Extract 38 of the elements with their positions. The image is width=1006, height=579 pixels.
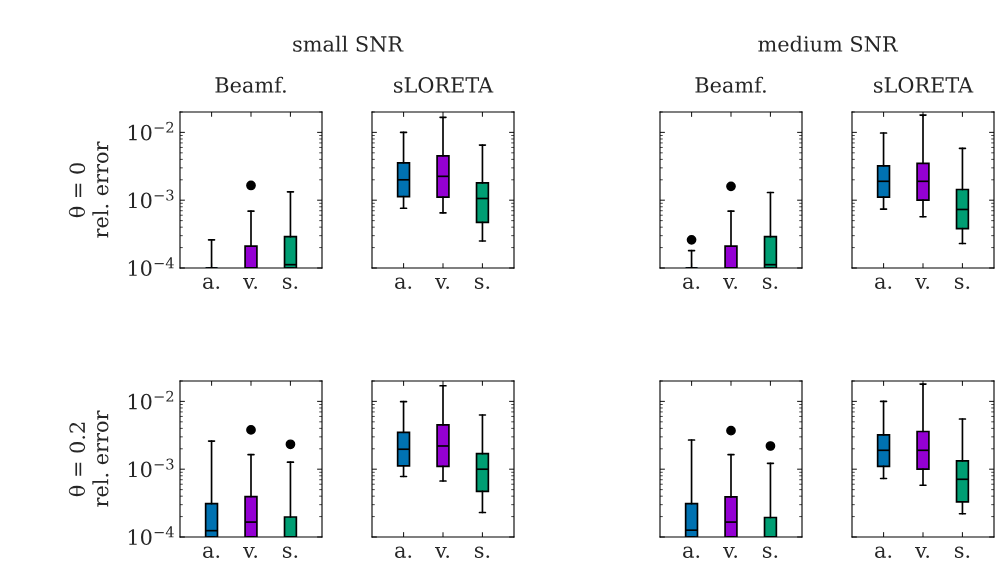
x-tick-label: s. xyxy=(762,546,778,558)
x-tick-label: s. xyxy=(282,277,298,289)
y-tick-label: 10$^{−4}$ xyxy=(128,526,174,546)
y-tick-label: 10$^{−2}$ xyxy=(128,390,174,410)
x-tick-label: a. xyxy=(203,546,220,558)
y-tick-label: 10$^{−2}$ xyxy=(128,121,174,141)
chart-title: Beamf. xyxy=(215,76,286,93)
chart-title: sLORETA xyxy=(394,77,494,93)
x-tick-label: a. xyxy=(683,277,700,289)
text: small SNR xyxy=(293,35,404,52)
x-tick-label: s. xyxy=(954,546,970,558)
x-tick-label: a. xyxy=(203,277,220,289)
y-tick-label: 10$^{−3}$ xyxy=(128,458,174,478)
x-tick-label: v. xyxy=(914,277,929,289)
x-tick-label: a. xyxy=(683,546,700,558)
x-tick-label: s. xyxy=(474,546,490,558)
y-tick-label: 10$^{−3}$ xyxy=(128,189,174,209)
x-tick-label: v. xyxy=(242,546,257,558)
chart-title: sLORETA xyxy=(874,77,974,93)
x-tick-label: v. xyxy=(434,546,449,558)
x-tick-label: v. xyxy=(242,277,257,289)
x-tick-label: v. xyxy=(914,546,929,558)
chart-title: Beamf. xyxy=(695,76,766,93)
x-tick-label: s. xyxy=(474,277,490,289)
x-tick-label: v. xyxy=(434,277,449,289)
x-tick-label: s. xyxy=(282,546,298,558)
text: medium SNR xyxy=(758,35,899,52)
x-tick-label: a. xyxy=(875,277,892,289)
x-tick-label: v. xyxy=(722,546,737,558)
x-tick-label: v. xyxy=(722,277,737,289)
y-tick-label: 10$^{−4}$ xyxy=(128,257,174,277)
y-axis-title: θ = 0 rel. error xyxy=(68,141,109,238)
x-tick-label: a. xyxy=(875,546,892,558)
y-axis-title: θ = 0.2 rel. error xyxy=(68,410,109,507)
x-tick-label: a. xyxy=(395,546,412,558)
x-tick-label: s. xyxy=(762,277,778,289)
x-tick-label: a. xyxy=(395,277,412,289)
x-tick-label: s. xyxy=(954,277,970,289)
